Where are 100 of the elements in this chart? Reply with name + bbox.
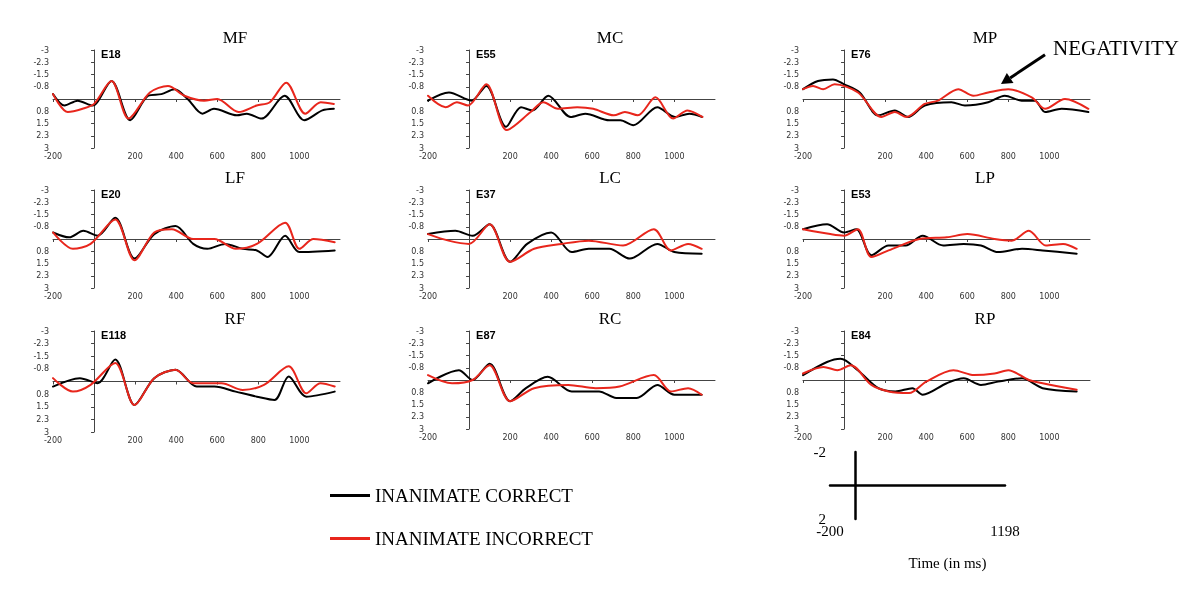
y-tick-label: -3	[416, 185, 424, 195]
x-tick-label: 1000	[1039, 291, 1060, 301]
y-tick-label: -2.3	[33, 197, 49, 207]
x-tick-label: 600	[584, 291, 600, 301]
x-tick-label: 1000	[664, 432, 685, 442]
y-tick-label: 1.5	[411, 400, 424, 409]
y-tick-label: 3	[793, 283, 799, 293]
x-tick-label: 1000	[664, 151, 685, 161]
y-tick-label: 3	[418, 283, 424, 293]
x-tick-label: -200	[418, 432, 438, 442]
y-tick-label: 0.8	[786, 106, 799, 116]
x-tick-label: 800	[1000, 151, 1016, 161]
y-tick-label: 2.3	[786, 412, 799, 422]
y-tick-label: 2.3	[786, 271, 799, 281]
y-tick-label: 2.3	[411, 412, 424, 422]
y-tick-label: -1.5	[33, 210, 49, 219]
x-tick-label: -200	[793, 151, 813, 161]
line-series	[802, 364, 1078, 395]
y-tick-label: 3	[418, 143, 424, 153]
chart-title: MC	[596, 28, 624, 47]
y-tick-label: -3	[41, 45, 49, 55]
x-tick-label: 1000	[1039, 432, 1060, 442]
y-tick-label: -1.5	[783, 70, 799, 79]
x-tick-label: 1000	[289, 435, 310, 445]
y-tick-label: 3	[43, 427, 49, 437]
y-tick-label: 2	[818, 511, 826, 527]
y-tick-label: -0.8	[408, 222, 424, 232]
y-tick-label: 3	[793, 143, 799, 153]
chart-subtitle: E76	[851, 47, 871, 60]
x-tick-label: -200	[418, 291, 438, 301]
chart-subtitle: E37	[476, 187, 496, 200]
chart-title: LF	[225, 168, 245, 187]
chart-subtitle: E20	[101, 187, 121, 200]
y-tick-label: 1.5	[36, 402, 49, 412]
annotation: NEGATIVITY	[1053, 36, 1179, 61]
y-tick-label: -3	[791, 326, 799, 336]
x-tick-label: 600	[959, 432, 975, 442]
x-tick-label: 800	[625, 151, 641, 161]
y-tick-label: -0.8	[33, 82, 49, 92]
x-tick-label: 1000	[289, 151, 310, 161]
y-tick-label: -2.3	[33, 339, 49, 349]
y-tick-label: -0.8	[408, 82, 424, 92]
y-tick-label: -0.8	[783, 363, 799, 373]
y-tick-label: 0.8	[411, 106, 424, 116]
y-tick-label: 2.3	[36, 414, 49, 424]
y-tick-label: 3	[43, 143, 49, 153]
x-tick-label: 400	[543, 151, 559, 161]
y-tick-label: 3	[418, 424, 424, 434]
chart-subtitle: E118	[101, 328, 127, 341]
chart-title: MP	[972, 28, 998, 47]
x-tick-label: -200	[793, 291, 813, 301]
x-tick-label: 800	[250, 151, 266, 161]
y-tick-label: 0.8	[36, 246, 49, 256]
y-tick-label: 1.5	[411, 119, 424, 128]
chart-subtitle: E53	[851, 187, 871, 200]
y-tick-label: -1.5	[33, 351, 49, 361]
y-tick-label: 2.3	[36, 271, 49, 281]
chart-title: LC	[599, 168, 621, 187]
chart-title: MF	[222, 28, 248, 47]
legend-label: INANIMATE INCORRECT	[375, 528, 594, 549]
x-tick-label: 1000	[1039, 151, 1060, 161]
chart-title: RP	[974, 309, 996, 328]
y-tick-label: 0.8	[36, 389, 49, 399]
x-tick-label: 800	[625, 291, 641, 301]
chart-subtitle: E55	[476, 47, 496, 60]
y-tick-label: -3	[791, 185, 799, 195]
x-tick-label: -200	[43, 291, 63, 301]
y-tick-label: 3	[793, 424, 799, 434]
x-tick-label: 400	[168, 291, 184, 301]
x-tick-label: 200	[502, 432, 518, 442]
y-tick-label: -0.8	[33, 222, 49, 232]
y-tick-label: -0.8	[783, 82, 799, 92]
x-tick-label: 600	[584, 151, 600, 161]
y-tick-label: -2.3	[783, 338, 799, 348]
y-tick-label: -2.3	[408, 57, 424, 67]
x-tick-label: 400	[168, 151, 184, 161]
chart-subtitle: E87	[476, 328, 496, 341]
y-tick-label: -1.5	[408, 210, 424, 219]
x-tick-label: 200	[127, 435, 143, 445]
chart-subtitle: E18	[101, 47, 121, 60]
x-tick-label: 800	[250, 291, 266, 301]
x-tick-label: 600	[209, 151, 225, 161]
x-tick-label: 400	[543, 291, 559, 301]
x-tick-label: 200	[502, 291, 518, 301]
y-tick-label: 3	[43, 283, 49, 293]
y-tick-label: -2.3	[33, 57, 49, 67]
y-tick-label: 1.5	[786, 400, 799, 409]
x-tick-label: 200	[502, 151, 518, 161]
y-tick-label: 1.5	[411, 259, 424, 268]
y-tick-label: -3	[416, 326, 424, 336]
x-tick-label: 600	[584, 432, 600, 442]
x-tick-label: 1000	[289, 291, 310, 301]
x-tick-label: 400	[918, 432, 934, 442]
y-tick-label: 0.8	[786, 387, 799, 397]
x-tick-label: 600	[209, 435, 225, 445]
x-tick-label: -200	[793, 432, 813, 442]
y-tick-label: -3	[41, 185, 49, 195]
x-tick-label: -200	[43, 435, 63, 445]
x-tick-label: 800	[625, 432, 641, 442]
x-tick-label: -200	[418, 151, 438, 161]
